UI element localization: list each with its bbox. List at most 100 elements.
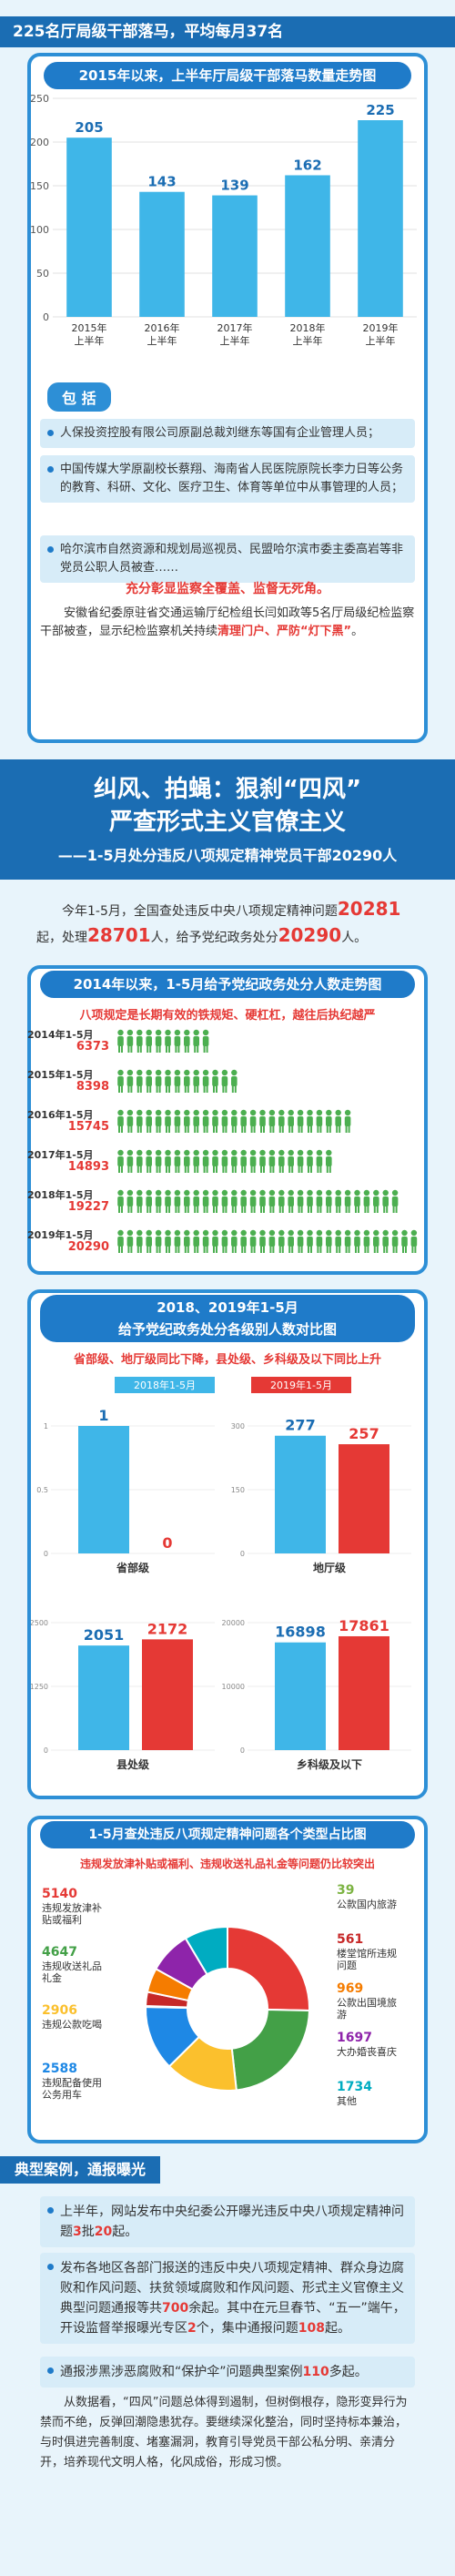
person-head <box>165 1029 171 1036</box>
person-leg <box>177 1085 180 1093</box>
person-leg <box>288 1206 291 1213</box>
person-head <box>278 1149 285 1156</box>
person-leg <box>118 1206 120 1213</box>
person-leg <box>194 1085 197 1093</box>
case-bullet-3: 通报涉黑涉恶腐败和“保护伞”问题典型案例110多起。 <box>40 2357 415 2388</box>
person-leg <box>339 1206 341 1213</box>
person-leg <box>149 1206 152 1213</box>
person-body <box>193 1196 199 1207</box>
person-body <box>221 1237 228 1247</box>
person-leg <box>184 1246 187 1253</box>
y-tick-label: 20000 <box>222 1619 245 1627</box>
person-leg <box>149 1085 152 1093</box>
person-head <box>136 1069 143 1076</box>
person-head <box>184 1109 190 1116</box>
person-head <box>316 1109 323 1116</box>
data-label: 2051 <box>84 1626 125 1644</box>
person-leg <box>166 1166 167 1173</box>
person-body <box>165 1237 171 1247</box>
person-leg <box>206 1246 208 1253</box>
person-leg <box>345 1206 348 1213</box>
data-label: 257 <box>349 1425 379 1442</box>
person-body <box>335 1237 341 1247</box>
person-leg <box>194 1166 197 1173</box>
person-leg <box>121 1206 123 1213</box>
person-leg <box>414 1246 417 1253</box>
person-head <box>117 1029 124 1036</box>
person-leg <box>308 1125 309 1133</box>
person-head <box>126 1029 134 1036</box>
person-head <box>165 1189 171 1196</box>
slice-label: 公款出国境旅 <box>337 1996 397 2009</box>
person-icon <box>231 1069 238 1093</box>
person-leg <box>194 1206 197 1213</box>
person-body <box>184 1036 190 1046</box>
person-icon <box>193 1069 199 1093</box>
bar <box>275 1642 326 1750</box>
person-icon <box>202 1149 209 1173</box>
person-leg <box>206 1125 208 1133</box>
person-leg <box>326 1125 329 1133</box>
person-leg <box>272 1206 275 1213</box>
person-leg <box>298 1125 300 1133</box>
person-icon <box>382 1229 389 1253</box>
person-body <box>288 1237 294 1247</box>
person-leg <box>149 1125 152 1133</box>
person-leg <box>244 1246 247 1253</box>
person-leg <box>177 1045 180 1053</box>
person-head <box>136 1029 143 1036</box>
person-icon <box>155 1189 162 1213</box>
person-body <box>165 1156 171 1166</box>
person-head <box>326 1109 332 1116</box>
person-leg <box>392 1246 395 1253</box>
person-body <box>307 1196 313 1207</box>
person-leg <box>156 1125 158 1133</box>
bar <box>78 1426 129 1553</box>
person-leg <box>136 1085 139 1093</box>
person-body <box>184 1156 190 1166</box>
person-icon <box>288 1189 294 1213</box>
person-leg <box>139 1166 142 1173</box>
person-head <box>146 1109 152 1116</box>
person-leg <box>288 1125 291 1133</box>
person-head <box>268 1149 276 1156</box>
person-leg <box>187 1045 189 1053</box>
person-icon <box>202 1109 209 1133</box>
person-icon <box>410 1229 418 1253</box>
legend-label: 2019年1-5月 <box>270 1379 332 1391</box>
person-icon <box>373 1229 379 1253</box>
person-leg <box>241 1206 244 1213</box>
person-leg <box>222 1085 225 1093</box>
person-body <box>193 1156 199 1166</box>
person-leg <box>234 1085 237 1093</box>
person-leg <box>272 1125 275 1133</box>
person-leg <box>127 1085 130 1093</box>
person-head <box>146 1069 152 1076</box>
person-body <box>307 1156 313 1166</box>
person-head <box>268 1229 276 1237</box>
person-head <box>326 1229 332 1237</box>
person-body <box>117 1076 124 1086</box>
slice-label: 违规收送礼品 <box>42 1960 102 1972</box>
person-head <box>249 1189 257 1196</box>
person-head <box>240 1189 247 1196</box>
person-icon <box>193 1189 199 1213</box>
person-leg <box>329 1246 331 1253</box>
person-head <box>221 1069 228 1076</box>
person-leg <box>177 1246 180 1253</box>
person-head <box>202 1069 209 1076</box>
person-body <box>212 1156 218 1166</box>
person-leg <box>206 1206 208 1213</box>
person-body <box>155 1076 162 1086</box>
person-leg <box>244 1166 247 1173</box>
person-icon <box>126 1149 134 1173</box>
person-leg <box>231 1246 234 1253</box>
person-head <box>335 1229 341 1237</box>
person-leg <box>326 1246 329 1253</box>
person-icon <box>155 1229 162 1253</box>
person-icon <box>212 1109 218 1133</box>
person-leg <box>405 1246 407 1253</box>
person-body <box>212 1196 218 1207</box>
person-head <box>221 1229 228 1237</box>
person-leg <box>336 1246 339 1253</box>
